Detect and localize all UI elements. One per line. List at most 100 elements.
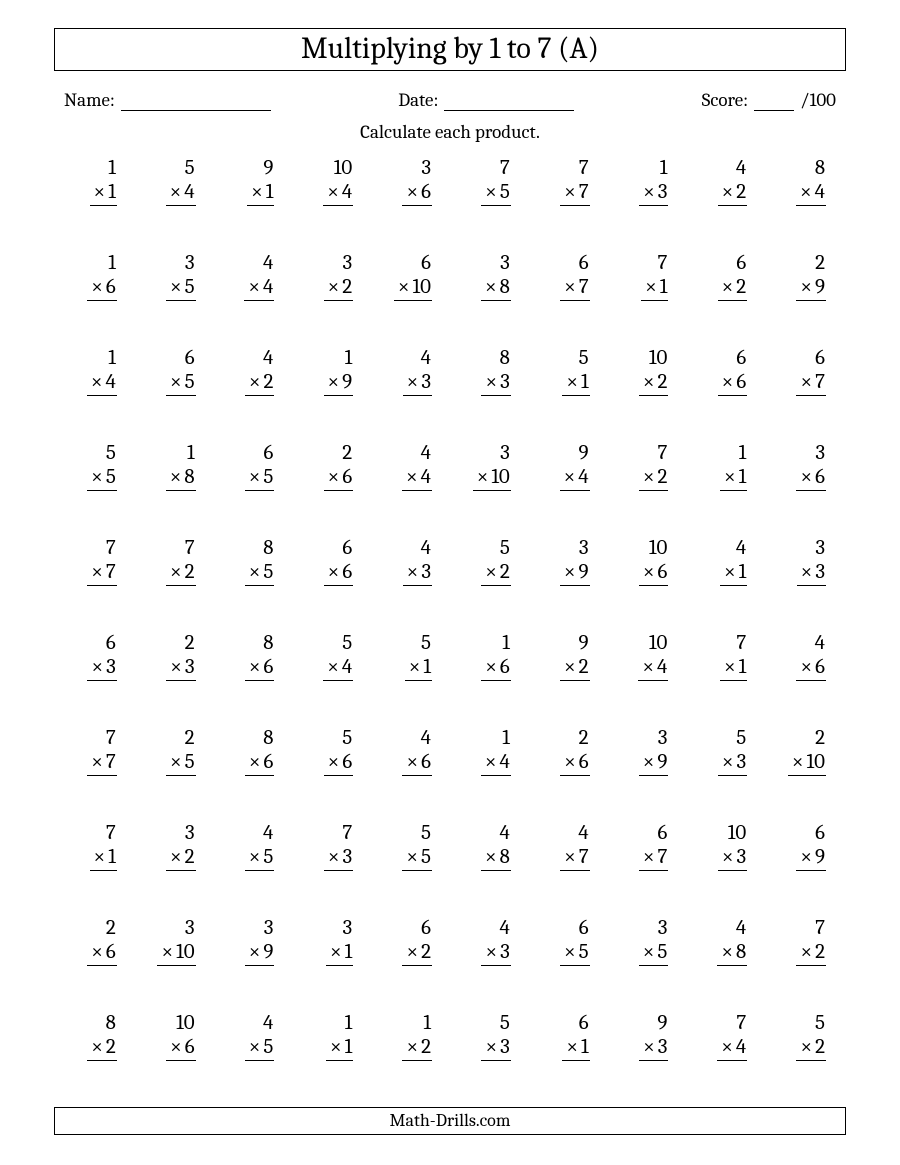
name-blank[interactable] xyxy=(121,93,271,111)
multiplicand: 5 xyxy=(579,347,590,371)
multiplier-row: ×9 xyxy=(796,276,826,302)
times-operator: × xyxy=(170,655,185,679)
multiplier: 6 xyxy=(500,655,510,679)
date-label: Date: xyxy=(398,89,438,111)
multiplier: 6 xyxy=(106,940,116,964)
multiplication-problem: 4×6 xyxy=(371,727,450,776)
multiplicand: 9 xyxy=(263,157,274,181)
multiplication-problem: 4×3 xyxy=(371,537,450,586)
multiplier-row: ×1 xyxy=(405,656,432,682)
multiplication-problem: 10×4 xyxy=(608,632,687,681)
times-operator: × xyxy=(91,1035,106,1059)
multiplier-row: ×9 xyxy=(639,751,669,777)
multiplicand: 3 xyxy=(264,917,275,941)
multiplication-problem: 6×5 xyxy=(135,347,214,396)
multiplier: 5 xyxy=(657,940,667,964)
multiplicand: 5 xyxy=(342,632,353,656)
multiplier-row: ×3 xyxy=(324,846,353,872)
times-operator: × xyxy=(485,655,500,679)
multiplier-row: ×6 xyxy=(324,751,354,777)
multiplier-row: ×3 xyxy=(87,656,116,682)
multiplier: 5 xyxy=(263,560,273,584)
multiplier-row: ×6 xyxy=(87,276,117,302)
multiplier-row: ×2 xyxy=(87,1036,117,1062)
multiplication-problem: 10×2 xyxy=(608,347,687,396)
multiplication-problem: 6×7 xyxy=(529,252,608,301)
multiplier-row: ×3 xyxy=(639,181,668,207)
multiplicand: 7 xyxy=(500,157,511,181)
multiplication-problem: 5×2 xyxy=(765,1012,844,1061)
multiplicand: 3 xyxy=(815,442,826,466)
times-operator: × xyxy=(564,275,579,299)
multiplier: 2 xyxy=(342,275,352,299)
multiplier-row: ×9 xyxy=(560,561,590,587)
multiplicand: 6 xyxy=(579,252,590,276)
multiplier: 3 xyxy=(106,655,116,679)
times-operator: × xyxy=(249,750,264,774)
multiplication-problem: 7×4 xyxy=(686,1012,765,1061)
multiplier: 4 xyxy=(736,1035,746,1059)
multiplication-problem: 4×2 xyxy=(214,347,293,396)
multiplier: 2 xyxy=(736,275,746,299)
multiplication-problem: 1×6 xyxy=(56,252,135,301)
multiplier: 1 xyxy=(660,275,668,299)
times-operator: × xyxy=(485,845,500,869)
multiplication-problem: 3×9 xyxy=(529,537,608,586)
multiplicand: 5 xyxy=(500,537,511,561)
date-blank[interactable] xyxy=(444,93,574,111)
multiplication-problem: 1×2 xyxy=(371,1012,450,1061)
times-operator: × xyxy=(170,370,185,394)
multiplication-problem: 3×8 xyxy=(450,252,529,301)
multiplicand: 2 xyxy=(185,727,196,751)
multiplier-row: ×3 xyxy=(718,846,747,872)
multiplier-row: ×6 xyxy=(796,656,826,682)
multiplication-problem: 7×3 xyxy=(292,822,371,871)
multiplier-row: ×6 xyxy=(166,1036,196,1062)
multiplier-row: ×1 xyxy=(90,181,117,207)
times-operator: × xyxy=(566,1035,581,1059)
multiplier-row: ×5 xyxy=(639,941,669,967)
multiplier-row: ×1 xyxy=(641,276,668,302)
multiplication-problem: 7×7 xyxy=(529,157,608,206)
multiplicand: 4 xyxy=(815,632,826,656)
multiplier-row: ×3 xyxy=(403,371,432,397)
multiplicand: 6 xyxy=(579,1012,590,1036)
multiplier: 1 xyxy=(581,1035,589,1059)
multiplication-problem: 3×5 xyxy=(135,252,214,301)
multiplicand: 4 xyxy=(578,822,589,846)
score-field: Score: /100 xyxy=(702,89,836,111)
multiplication-problem: 4×1 xyxy=(686,537,765,586)
times-operator: × xyxy=(722,275,737,299)
score-suffix: /100 xyxy=(800,89,836,111)
multiplier: 4 xyxy=(657,655,667,679)
multiplier: 4 xyxy=(263,275,273,299)
multiplier: 7 xyxy=(579,845,589,869)
times-operator: × xyxy=(564,940,579,964)
multiplication-problem: 2×6 xyxy=(529,727,608,776)
score-blank[interactable] xyxy=(754,93,794,111)
multiplicand: 6 xyxy=(342,537,353,561)
times-operator: × xyxy=(485,180,500,204)
multiplier: 6 xyxy=(342,465,352,489)
times-operator: × xyxy=(170,845,185,869)
multiplier-row: ×5 xyxy=(166,751,196,777)
multiplicand: 8 xyxy=(815,157,826,181)
multiplicand: 9 xyxy=(657,1012,668,1036)
multiplication-problem: 3×6 xyxy=(371,157,450,206)
times-operator: × xyxy=(327,180,342,204)
times-operator: × xyxy=(564,750,579,774)
multiplier: 5 xyxy=(263,465,273,489)
times-operator: × xyxy=(564,560,579,584)
multiplier: 6 xyxy=(421,180,431,204)
times-operator: × xyxy=(398,275,413,299)
multiplication-problem: 7×2 xyxy=(135,537,214,586)
multiplier: 6 xyxy=(736,370,746,394)
multiplier: 1 xyxy=(108,180,116,204)
times-operator: × xyxy=(724,465,739,489)
multiplier: 5 xyxy=(185,275,195,299)
multiplicand: 3 xyxy=(185,822,196,846)
multiplier: 5 xyxy=(263,845,273,869)
multiplication-problem: 4×4 xyxy=(214,252,293,301)
multiplicand: 4 xyxy=(421,727,432,751)
times-operator: × xyxy=(800,1035,815,1059)
